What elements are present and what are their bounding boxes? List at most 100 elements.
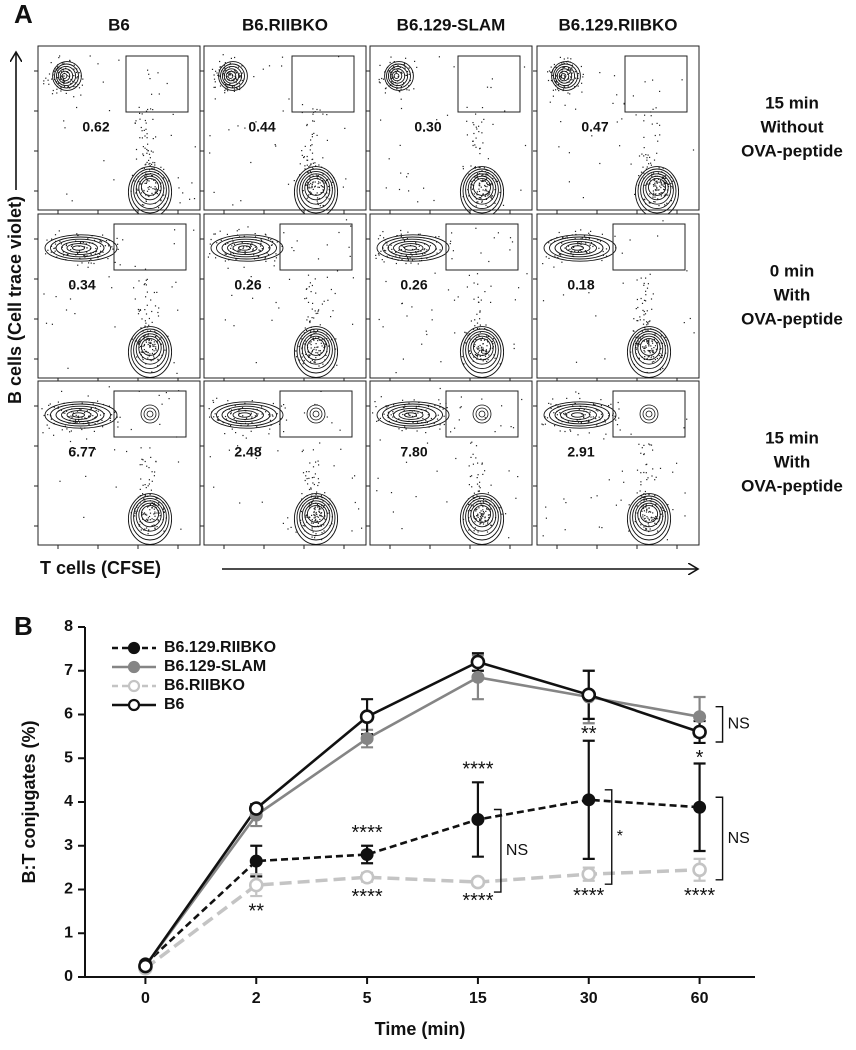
event-dot	[653, 356, 654, 357]
event-dot	[686, 270, 687, 271]
event-dot	[693, 149, 694, 150]
event-dot	[155, 189, 156, 190]
event-dot	[340, 449, 341, 450]
event-dot	[380, 439, 381, 440]
event-dot	[590, 412, 591, 413]
event-dot	[476, 355, 477, 356]
event-dot	[392, 417, 393, 418]
event-dot	[651, 348, 652, 349]
event-dot	[131, 429, 132, 430]
event-dot	[271, 320, 272, 321]
event-dot	[390, 62, 391, 63]
event-dot	[268, 433, 269, 434]
x-tick-label: 30	[580, 990, 598, 1007]
event-dot	[645, 528, 646, 529]
legend-marker	[129, 681, 139, 691]
event-dot	[240, 200, 241, 201]
event-dot	[305, 517, 306, 518]
event-dot	[451, 232, 452, 233]
event-dot	[481, 202, 482, 203]
event-dot	[166, 392, 167, 393]
event-dot	[316, 512, 317, 513]
event-dot	[312, 285, 313, 286]
event-dot	[327, 300, 328, 301]
event-dot	[75, 422, 76, 423]
event-dot	[310, 361, 311, 362]
event-dot	[152, 525, 153, 526]
event-dot	[647, 322, 648, 323]
event-dot	[498, 232, 499, 233]
event-dot	[149, 447, 150, 448]
event-dot	[269, 287, 270, 288]
event-dot	[316, 343, 317, 344]
event-dot	[657, 235, 658, 236]
event-dot	[431, 309, 432, 310]
x-tick-label: 60	[691, 990, 709, 1007]
event-dot	[484, 517, 485, 518]
event-dot	[281, 65, 282, 66]
event-dot	[147, 150, 148, 151]
event-dot	[641, 298, 642, 299]
event-dot	[211, 239, 212, 240]
event-dot	[475, 228, 476, 229]
event-dot	[401, 89, 402, 90]
event-dot	[486, 345, 487, 346]
event-dot	[380, 235, 381, 236]
event-dot	[302, 451, 303, 452]
event-dot	[481, 464, 482, 465]
event-dot	[610, 404, 611, 405]
plot-frame	[537, 214, 699, 378]
event-dot	[148, 334, 149, 335]
event-dot	[646, 160, 647, 161]
event-dot	[317, 516, 318, 517]
event-dot	[419, 246, 420, 247]
event-dot	[102, 235, 103, 236]
event-dot	[53, 435, 54, 436]
event-dot	[567, 58, 568, 59]
event-dot	[479, 350, 480, 351]
event-dot	[660, 187, 661, 188]
event-dot	[547, 417, 548, 418]
event-dot	[481, 175, 482, 176]
event-dot	[474, 319, 475, 320]
event-dot	[582, 238, 583, 239]
event-dot	[605, 434, 606, 435]
event-dot	[659, 134, 660, 135]
event-dot	[590, 417, 591, 418]
event-dot	[312, 136, 313, 137]
significance-label: ****	[684, 885, 715, 907]
event-dot	[651, 520, 652, 521]
event-dot	[143, 190, 144, 191]
event-dot	[157, 312, 158, 313]
event-dot	[476, 314, 477, 315]
event-dot	[153, 152, 154, 153]
event-dot	[63, 120, 64, 121]
event-dot	[553, 96, 554, 97]
event-dot	[396, 372, 397, 373]
event-dot	[236, 421, 237, 422]
event-dot	[570, 76, 571, 77]
event-dot	[153, 356, 154, 357]
event-dot	[58, 57, 59, 58]
event-dot	[379, 65, 380, 66]
event-dot	[671, 186, 672, 187]
event-dot	[318, 181, 319, 182]
event-dot	[450, 243, 451, 244]
event-dot	[509, 470, 510, 471]
event-dot	[111, 287, 112, 288]
event-dot	[156, 188, 157, 189]
event-dot	[209, 408, 210, 409]
event-dot	[314, 347, 315, 348]
event-dot	[481, 347, 482, 348]
series-line	[145, 800, 699, 964]
event-dot	[142, 113, 143, 114]
event-dot	[601, 405, 602, 406]
event-dot	[589, 251, 590, 252]
event-dot	[654, 180, 655, 181]
event-dot	[479, 518, 480, 519]
event-dot	[318, 309, 319, 310]
event-dot	[659, 91, 660, 92]
event-dot	[120, 417, 121, 418]
event-dot	[450, 431, 451, 432]
event-dot	[117, 422, 118, 423]
